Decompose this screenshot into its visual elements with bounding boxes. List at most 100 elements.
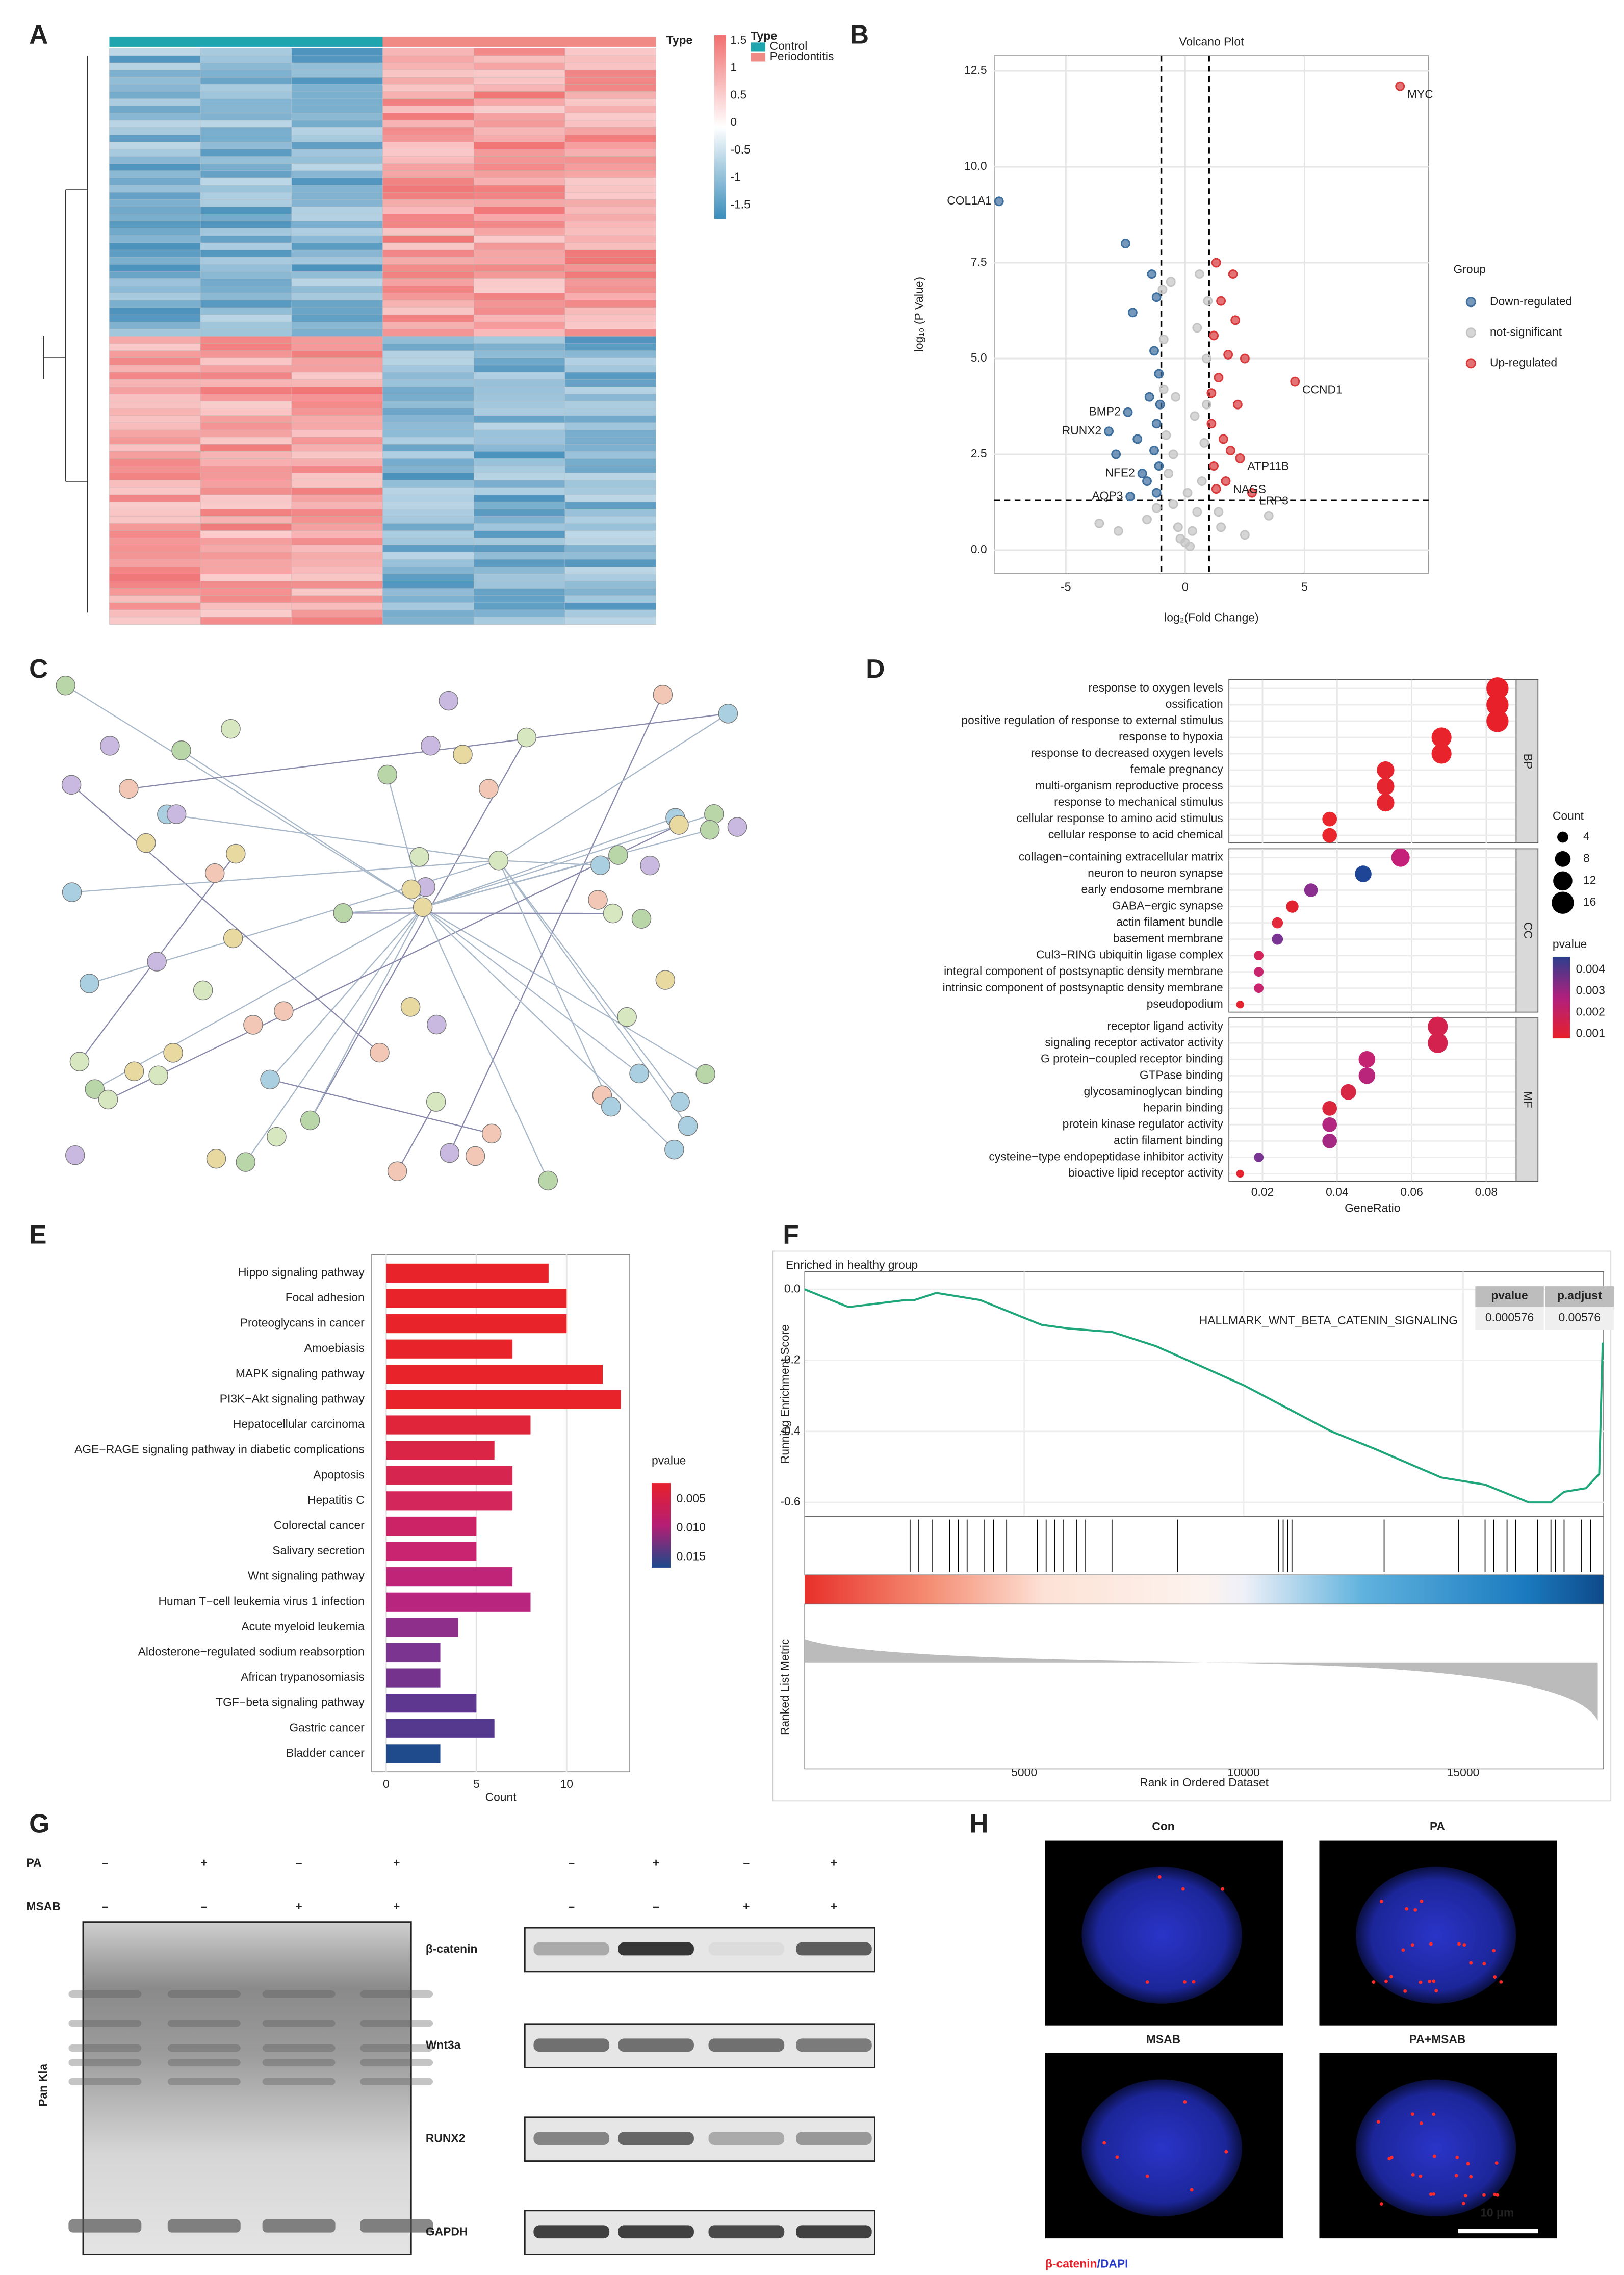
heatmap-cell [291, 617, 383, 625]
nucleus [1081, 2079, 1242, 2217]
node [300, 1110, 320, 1131]
band [360, 2078, 433, 2085]
x-axis-label: Count [485, 1791, 517, 1804]
legend-label: 8 [1583, 851, 1590, 864]
band [618, 2038, 694, 2052]
edge [498, 713, 729, 861]
heatmap-cell [473, 120, 565, 128]
heatmap-cell [382, 62, 474, 70]
dot [1254, 967, 1264, 977]
puncta [1181, 1887, 1185, 1891]
point-label: MYC [1407, 87, 1433, 100]
heatmap-cell [109, 609, 201, 618]
heatmap-cell [291, 134, 383, 143]
dot [1322, 811, 1337, 827]
heatmap-cell [200, 394, 292, 402]
y-tick-label: ossification [1166, 697, 1223, 710]
heatmap-cell [109, 120, 201, 128]
heatmap-cell [109, 113, 201, 121]
band [360, 2059, 433, 2066]
heatmap-cell [291, 494, 383, 502]
band [360, 2219, 433, 2233]
band [167, 1990, 241, 1998]
point [1094, 518, 1104, 528]
bar [386, 1365, 603, 1384]
point [1214, 507, 1224, 517]
point-label: NAGS [1233, 482, 1266, 496]
heatmap-cell [291, 574, 383, 582]
puncta [1403, 1989, 1407, 1993]
heatmap-cell [382, 552, 474, 560]
x-tick-label: 0 [1182, 580, 1189, 594]
y-tick-label: -0.6 [780, 1495, 800, 1508]
puncta [1376, 2120, 1380, 2124]
protein-label: RUNX2 [426, 2132, 466, 2145]
legend-label: 12 [1583, 873, 1596, 886]
heatmap-cell [473, 516, 565, 524]
y-tick-label: PI3K−Akt signaling pathway [220, 1392, 365, 1405]
heatmap-cell [382, 602, 474, 610]
legend-swatch [1465, 358, 1476, 369]
heatmap-cell [109, 336, 201, 344]
heatmap-cell [291, 264, 383, 272]
bar [386, 1643, 441, 1663]
puncta [1462, 1943, 1466, 1947]
heatmap-cell [473, 106, 565, 114]
band [68, 1990, 142, 1998]
heatmap-cell [109, 170, 201, 178]
point [1240, 353, 1250, 364]
heatmap-cell [200, 602, 292, 610]
condition-sign: – [101, 1900, 108, 1913]
node [655, 970, 676, 990]
heatmap-cell [382, 588, 474, 596]
heatmap-cell [473, 163, 565, 171]
heatmap-cell [291, 602, 383, 610]
dot [1431, 744, 1452, 764]
heatmap-cell [382, 574, 474, 582]
heatmap-cell [473, 149, 565, 157]
dot [1428, 1033, 1448, 1053]
edge [422, 813, 714, 908]
heatmap-cell [291, 365, 383, 373]
condition-sign: – [568, 1900, 575, 1913]
node [333, 903, 353, 923]
scale-label: 10 μm [1480, 2206, 1514, 2219]
heatmap-cell [473, 77, 565, 85]
heatmap-cell [564, 379, 656, 388]
heatmap-cell [109, 185, 201, 193]
point [1175, 533, 1185, 544]
point [1164, 469, 1174, 479]
heatmap-cell [473, 530, 565, 539]
table-value: 0.000576 [1485, 1311, 1534, 1324]
bar [386, 1567, 513, 1587]
heatmap-cell [291, 192, 383, 200]
heatmap-cell [473, 307, 565, 315]
legend-label: Periodontitis [770, 49, 834, 63]
heatmap-cell [564, 228, 656, 236]
heatmap-cell [564, 163, 656, 171]
heatmap-cell [564, 588, 656, 596]
heatmap-cell [291, 609, 383, 618]
heatmap-cell [382, 69, 474, 78]
point [1247, 488, 1257, 498]
y-tick-label: response to mechanical stimulus [1054, 795, 1223, 808]
heatmap-cell [382, 221, 474, 229]
panel-label: B [850, 19, 869, 49]
heatmap-cell [382, 286, 474, 294]
heatmap-cell [382, 264, 474, 272]
heatmap-cell [109, 516, 201, 524]
heatmap-cell [382, 278, 474, 287]
plot-bg [804, 1271, 1604, 1517]
point [1192, 323, 1202, 333]
heatmap-cell [382, 300, 474, 308]
x-tick-label: 0.02 [1251, 1185, 1274, 1198]
puncta [1428, 1979, 1432, 1983]
bar [386, 1694, 477, 1713]
dot [1322, 1117, 1337, 1132]
node [401, 879, 421, 900]
heatmap-cell [382, 134, 474, 143]
heatmap-cell [109, 134, 201, 143]
point [1206, 419, 1217, 429]
heatmap-cell [291, 221, 383, 229]
point [1166, 277, 1176, 287]
